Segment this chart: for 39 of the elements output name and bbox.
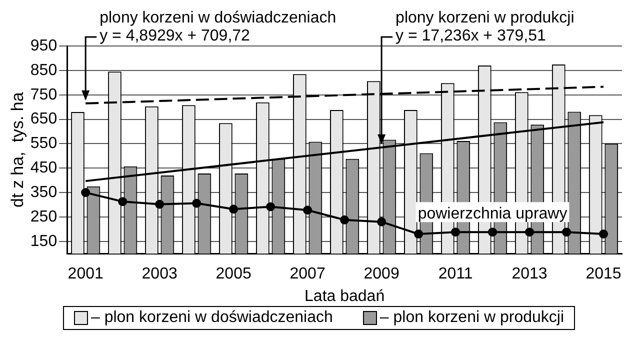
- x-tick-label: 2011: [438, 266, 473, 283]
- y-axis-title: dt z ha, tys. ha: [8, 92, 27, 208]
- point: [488, 228, 498, 237]
- y-tick-label: 150: [30, 232, 58, 250]
- y-tick-label: 250: [30, 208, 58, 226]
- point: [414, 230, 424, 239]
- y-tick-label: 650: [30, 110, 58, 128]
- x-tick-label: 2005: [216, 266, 252, 283]
- y-tick-label: 850: [30, 62, 58, 79]
- point: [229, 204, 238, 214]
- point: [377, 217, 386, 226]
- point: [81, 188, 90, 198]
- y-tick-label: 450: [30, 160, 58, 177]
- y-tick-label: 750: [30, 86, 58, 104]
- x-tick-label: 2003: [142, 266, 178, 283]
- point: [192, 198, 202, 208]
- point: [155, 200, 164, 209]
- point: [562, 228, 572, 237]
- point: [525, 228, 534, 237]
- legend-label: – plon korzeni w produkcji: [380, 309, 564, 327]
- x-tick-label: 2001: [68, 266, 104, 283]
- point: [303, 206, 312, 215]
- y-tick-label: 950: [30, 37, 58, 54]
- annotation: plony korzeni w doświadczeniach y = 4,8929x + 709,72: [100, 9, 336, 44]
- annotation: plony korzeni w produkcji y = 17,236x + 379,51: [396, 9, 574, 44]
- y-tick-label: 550: [30, 135, 58, 152]
- x-axis-title: Lata badań: [304, 288, 385, 305]
- series-label: powierzchnia uprawy: [418, 206, 568, 223]
- point: [118, 197, 128, 206]
- legend-label: – plon korzeni w doświadczeniach: [90, 309, 333, 327]
- x-tick-label: 2009: [364, 266, 400, 283]
- x-tick-label: 2013: [512, 266, 548, 283]
- x-tick-label: 2015: [586, 266, 622, 283]
- point: [599, 230, 608, 239]
- x-tick-label: 2007: [290, 266, 326, 283]
- point: [340, 215, 350, 224]
- point: [451, 228, 460, 237]
- y-tick-label: 350: [30, 184, 58, 201]
- point: [266, 202, 276, 212]
